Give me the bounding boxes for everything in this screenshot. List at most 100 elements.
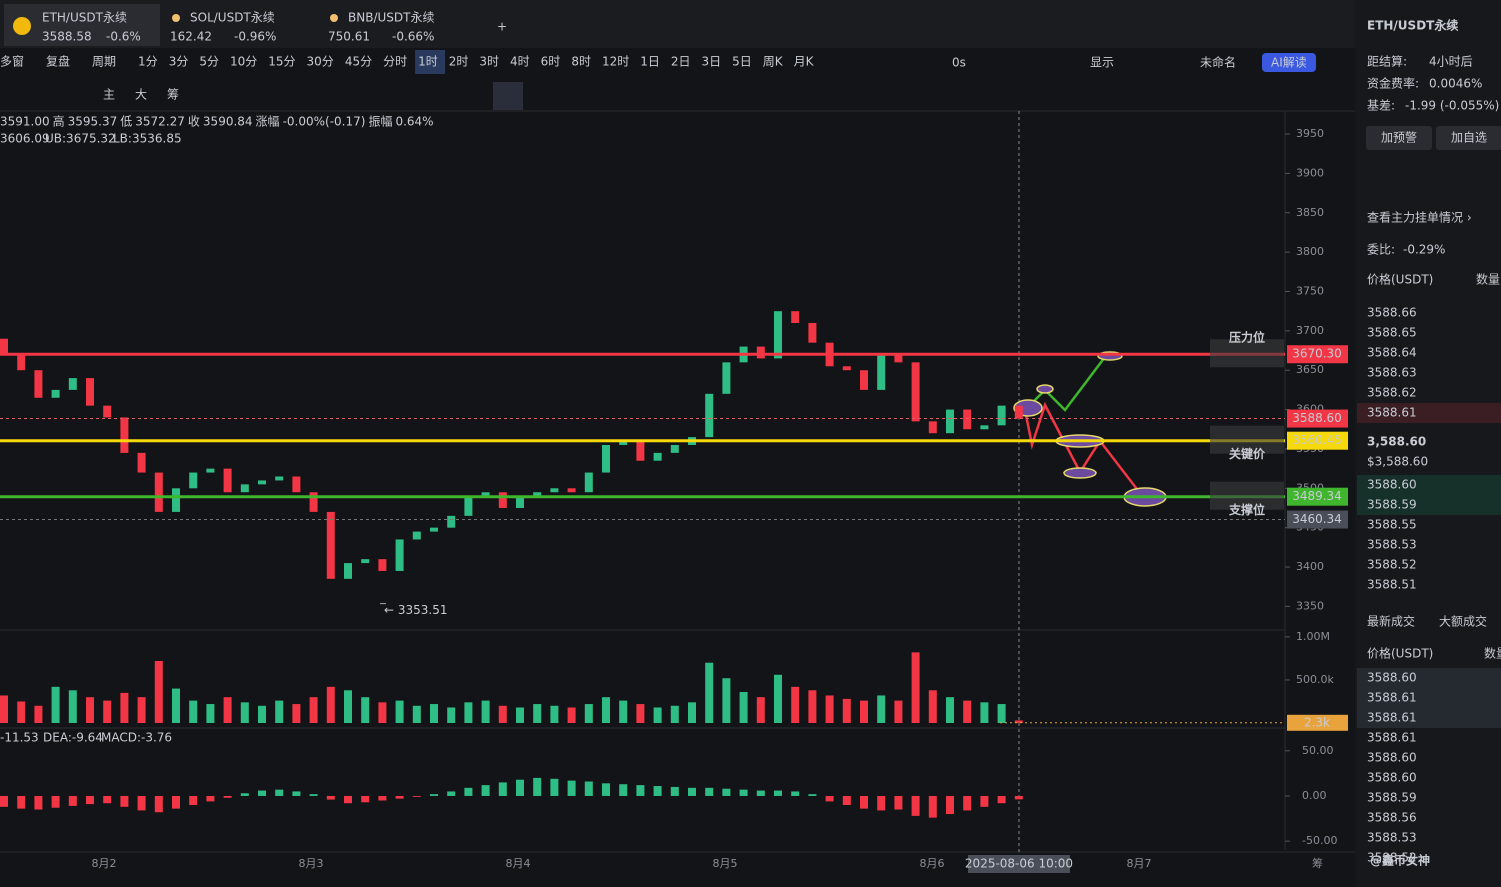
toolbar-item[interactable]: 2时 — [449, 55, 469, 69]
toolbar-item[interactable]: 8时 — [571, 55, 591, 69]
toolbar-item[interactable]: 10分 — [230, 55, 257, 69]
toolbar-item[interactable]: 复盘 — [46, 54, 70, 69]
volume-bar — [791, 686, 800, 723]
level-tag — [1287, 487, 1348, 506]
volume-bar — [395, 700, 404, 723]
ai-btn — [1262, 53, 1316, 72]
volume-bar — [584, 704, 593, 723]
macd-bar — [206, 795, 215, 802]
toolbar-item[interactable]: 6时 — [541, 55, 561, 69]
toolbar-right[interactable]: 0s — [952, 56, 966, 70]
settle: 4小时后 — [1429, 55, 1473, 69]
toolbar-item[interactable]: 1分 — [138, 55, 158, 69]
level-name: 支撑位 — [1228, 502, 1265, 517]
toolbar-item[interactable]: 1时 — [418, 55, 438, 69]
ratio: -0.29% — [1403, 243, 1445, 257]
toolbar-item[interactable]: 多窗 — [0, 55, 24, 69]
trade-price: 3588.60 — [1367, 751, 1417, 765]
candle — [464, 496, 473, 516]
toolbar-item[interactable]: 3分 — [169, 55, 189, 69]
candle — [911, 362, 920, 422]
macd-bar — [464, 787, 473, 796]
last-price: 3,588.60 — [1367, 435, 1426, 449]
volume-bar — [756, 697, 765, 723]
col-price: 价格(USDT) — [1367, 646, 1433, 661]
toolbar-item[interactable]: 分时 — [383, 55, 407, 69]
candle — [275, 476, 284, 481]
toolbar-item[interactable]: 周期 — [92, 55, 116, 69]
candle — [430, 527, 438, 532]
macd-bar — [653, 786, 662, 796]
macd-bar — [395, 795, 404, 799]
tab-name[interactable]: ETH/USDT永续 — [42, 11, 127, 25]
candle — [137, 452, 146, 473]
trade-tab[interactable]: 大额成交 — [1439, 614, 1487, 629]
level-tag — [1287, 431, 1348, 450]
x-tick-label: 8月2 — [92, 857, 117, 870]
candle — [997, 405, 1006, 426]
volume-bar — [928, 690, 937, 723]
macd-bar — [928, 795, 937, 818]
toolbar-right[interactable]: AI解读 — [1271, 56, 1307, 70]
macd-bar — [808, 794, 817, 796]
funding-label: 资金费率: — [1367, 76, 1419, 91]
toolbar-item[interactable]: 3日 — [702, 55, 722, 69]
candle — [51, 389, 60, 398]
toolbar-item[interactable]: 5日 — [732, 55, 752, 69]
toolbar-item[interactable]: 2日 — [671, 55, 691, 69]
toolbar-item[interactable]: 月K — [794, 55, 815, 69]
macd-bar — [584, 781, 593, 796]
macd-bar — [567, 780, 576, 796]
candle — [516, 496, 524, 508]
macd-bar — [172, 795, 180, 809]
y-tick-label: 3950 — [1296, 127, 1324, 140]
toolbar-item[interactable]: 3时 — [479, 55, 499, 69]
trade-bg — [1357, 708, 1501, 728]
macd-bar — [412, 795, 421, 797]
col-qty: 数量 — [1484, 646, 1501, 661]
level-label: 3670.30 — [1292, 347, 1342, 361]
candle — [670, 445, 679, 453]
volume-bar — [946, 697, 954, 723]
x-tick-label: 8月4 — [506, 857, 531, 870]
toolbar-item[interactable]: 45分 — [345, 55, 372, 69]
main-orders[interactable]: 查看主力挂单情况 › — [1367, 211, 1472, 225]
toolbar-right[interactable]: 显示 — [1090, 56, 1114, 70]
ratio-label: 委比: — [1367, 243, 1395, 257]
volume-bar — [137, 697, 146, 723]
panel-btn[interactable] — [1366, 126, 1432, 150]
panel-btn[interactable] — [1436, 126, 1501, 150]
toolbar-item[interactable]: 30分 — [307, 55, 334, 69]
level-label: 3560.45 — [1292, 433, 1342, 447]
add-tab[interactable]: + — [497, 20, 507, 34]
tool[interactable]: 筹 — [167, 88, 179, 102]
candle — [928, 421, 937, 434]
ask-price: 3588.66 — [1367, 306, 1417, 320]
candle — [395, 539, 404, 571]
tool[interactable]: 大 — [135, 88, 147, 102]
toolbar-item[interactable]: 周K — [763, 55, 784, 69]
toolbar-item[interactable]: 12时 — [602, 55, 629, 69]
tool[interactable]: 主 — [103, 88, 115, 102]
toolbar-item[interactable]: 1日 — [640, 55, 660, 69]
trade-tab[interactable]: 最新成交 — [1367, 614, 1415, 629]
candle — [705, 393, 714, 438]
toolbar-item[interactable]: 15分 — [268, 55, 295, 69]
candle — [550, 488, 559, 493]
volume-bar — [292, 704, 301, 723]
toolbar-right[interactable]: 未命名 — [1200, 55, 1236, 70]
macd-bar — [739, 789, 748, 796]
tab-name[interactable]: SOL/USDT永续 — [190, 11, 275, 25]
volume-bar — [154, 661, 163, 723]
toolbar-item[interactable]: 4时 — [510, 55, 530, 69]
volume-bar — [206, 704, 215, 723]
macd-bar — [705, 787, 714, 796]
macd-bar — [240, 793, 249, 796]
volume-bar — [997, 704, 1006, 723]
volume-bar — [326, 686, 335, 723]
macd-bar — [877, 795, 886, 811]
toolbar-item[interactable]: 5分 — [199, 55, 219, 69]
volume-bar — [722, 678, 731, 723]
tab-name[interactable]: BNB/USDT永续 — [348, 11, 434, 25]
candle — [877, 354, 886, 390]
